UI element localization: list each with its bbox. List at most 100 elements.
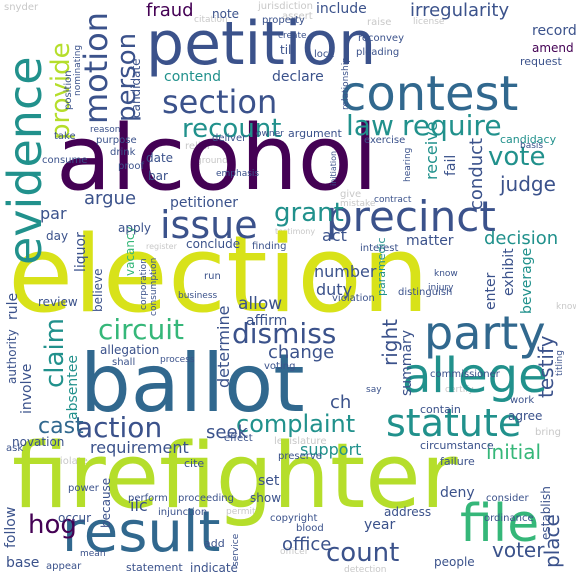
word: permit: [226, 507, 256, 517]
word-because: because: [99, 477, 113, 528]
word-preserve: preserve: [278, 451, 322, 462]
word-till: till: [280, 43, 295, 57]
word-petitioner: petitioner: [170, 195, 239, 211]
word-requirement: requirement: [90, 438, 189, 457]
word-purpose: purpose: [96, 135, 137, 146]
word-create: create: [278, 31, 307, 41]
word-involve: involve: [19, 363, 35, 414]
word-require: require: [402, 109, 502, 142]
word-support: support: [300, 440, 362, 459]
word-absentee: absentee: [65, 355, 81, 420]
word-consumption: consumption: [149, 257, 159, 316]
word-summary: summary: [399, 329, 415, 396]
word-consider: consider: [486, 493, 529, 504]
word-section: section: [162, 83, 278, 121]
word-basis: basis: [520, 141, 544, 151]
word-say: say: [366, 385, 382, 395]
word-corporation: corporation: [139, 258, 149, 310]
word-base: base: [6, 555, 40, 571]
word-novation: novation: [12, 435, 65, 449]
word: assert: [282, 11, 313, 22]
word-include: include: [316, 1, 367, 17]
word-motion: motion: [77, 11, 115, 124]
word-property: property: [262, 15, 305, 26]
word-titling: titling: [555, 350, 565, 376]
word: violate: [54, 456, 88, 467]
word-contract: contract: [374, 195, 412, 205]
word: officer: [280, 547, 309, 557]
word-allege: allege: [402, 348, 548, 404]
word-voter: voter: [492, 538, 545, 562]
word-work: work: [510, 395, 535, 406]
word-pleading: pleading: [356, 47, 400, 58]
word-injunction: injunction: [158, 507, 208, 518]
word-complaint: complaint: [236, 410, 356, 438]
word-service: service: [231, 533, 241, 566]
word-circuit: circuit: [98, 313, 184, 346]
word-matter: matter: [406, 233, 454, 249]
word-issue: issue: [160, 203, 258, 247]
word-reconvey: reconvey: [358, 33, 404, 44]
word-fail: fail: [443, 154, 459, 176]
word-ask: ask: [6, 443, 24, 454]
word-consume: consume: [42, 155, 88, 166]
word-address: address: [384, 505, 432, 519]
word-amend: amend: [532, 41, 574, 55]
word-take: take: [54, 131, 76, 142]
word-set: set: [258, 473, 280, 489]
word-cast: cast: [38, 414, 84, 439]
word-business: business: [178, 291, 218, 301]
word-seek: seek: [206, 422, 248, 443]
word: detection: [344, 565, 387, 575]
word-appear: appear: [46, 561, 82, 572]
word-authority: authority: [5, 329, 19, 384]
word-follow: follow: [3, 506, 19, 548]
word-note: note: [212, 7, 240, 21]
word-failure: failure: [440, 455, 475, 468]
word-vote: vote: [488, 142, 546, 172]
word-perform: perform: [128, 493, 168, 504]
word-count: count: [326, 538, 400, 568]
word-hearing: hearing: [403, 147, 413, 182]
word-ch: ch: [330, 392, 352, 413]
word-decision: decision: [484, 228, 559, 249]
word-right: right: [378, 319, 402, 366]
word-ballot: ballot: [80, 337, 305, 430]
word-recount: recount: [182, 114, 282, 144]
word-receive: receive: [422, 121, 441, 180]
word-show: show: [250, 491, 282, 505]
word-bar: bar: [148, 169, 168, 183]
word-voting: voting: [264, 361, 296, 372]
word-change: change: [268, 342, 335, 363]
word-relationship: relationship: [341, 57, 351, 110]
word-judge: judge: [500, 172, 556, 196]
word-owner: owner: [256, 129, 284, 139]
word-conclude: conclude: [186, 237, 241, 251]
word-date: date: [146, 151, 174, 165]
word: citation: [194, 15, 228, 25]
word-ilc: ilc: [130, 496, 148, 515]
word-believe: believe: [91, 268, 105, 312]
word-affirm: affirm: [246, 313, 288, 329]
word: bring: [535, 427, 561, 438]
word-apply: apply: [118, 221, 152, 235]
word-liquor: liquor: [73, 232, 89, 272]
word-firefighter: firefighter: [12, 424, 458, 529]
word-run: run: [204, 271, 221, 282]
word-power: power: [68, 483, 99, 494]
word: ground: [196, 156, 228, 166]
word-determine: determine: [214, 305, 233, 388]
word-circumstance: circumstance: [420, 439, 494, 452]
word-know: know: [434, 269, 458, 279]
word-testify: testify: [534, 335, 558, 399]
word-election: election: [8, 213, 430, 336]
word: mistake: [340, 199, 376, 209]
word-rule: rule: [5, 292, 21, 320]
word-injury: injury: [428, 283, 454, 293]
word-argument: argument: [288, 127, 342, 140]
word-act: act: [322, 226, 347, 245]
word-enter: enter: [483, 272, 499, 310]
word-office: office: [282, 534, 332, 555]
word-occur: occur: [58, 511, 92, 525]
